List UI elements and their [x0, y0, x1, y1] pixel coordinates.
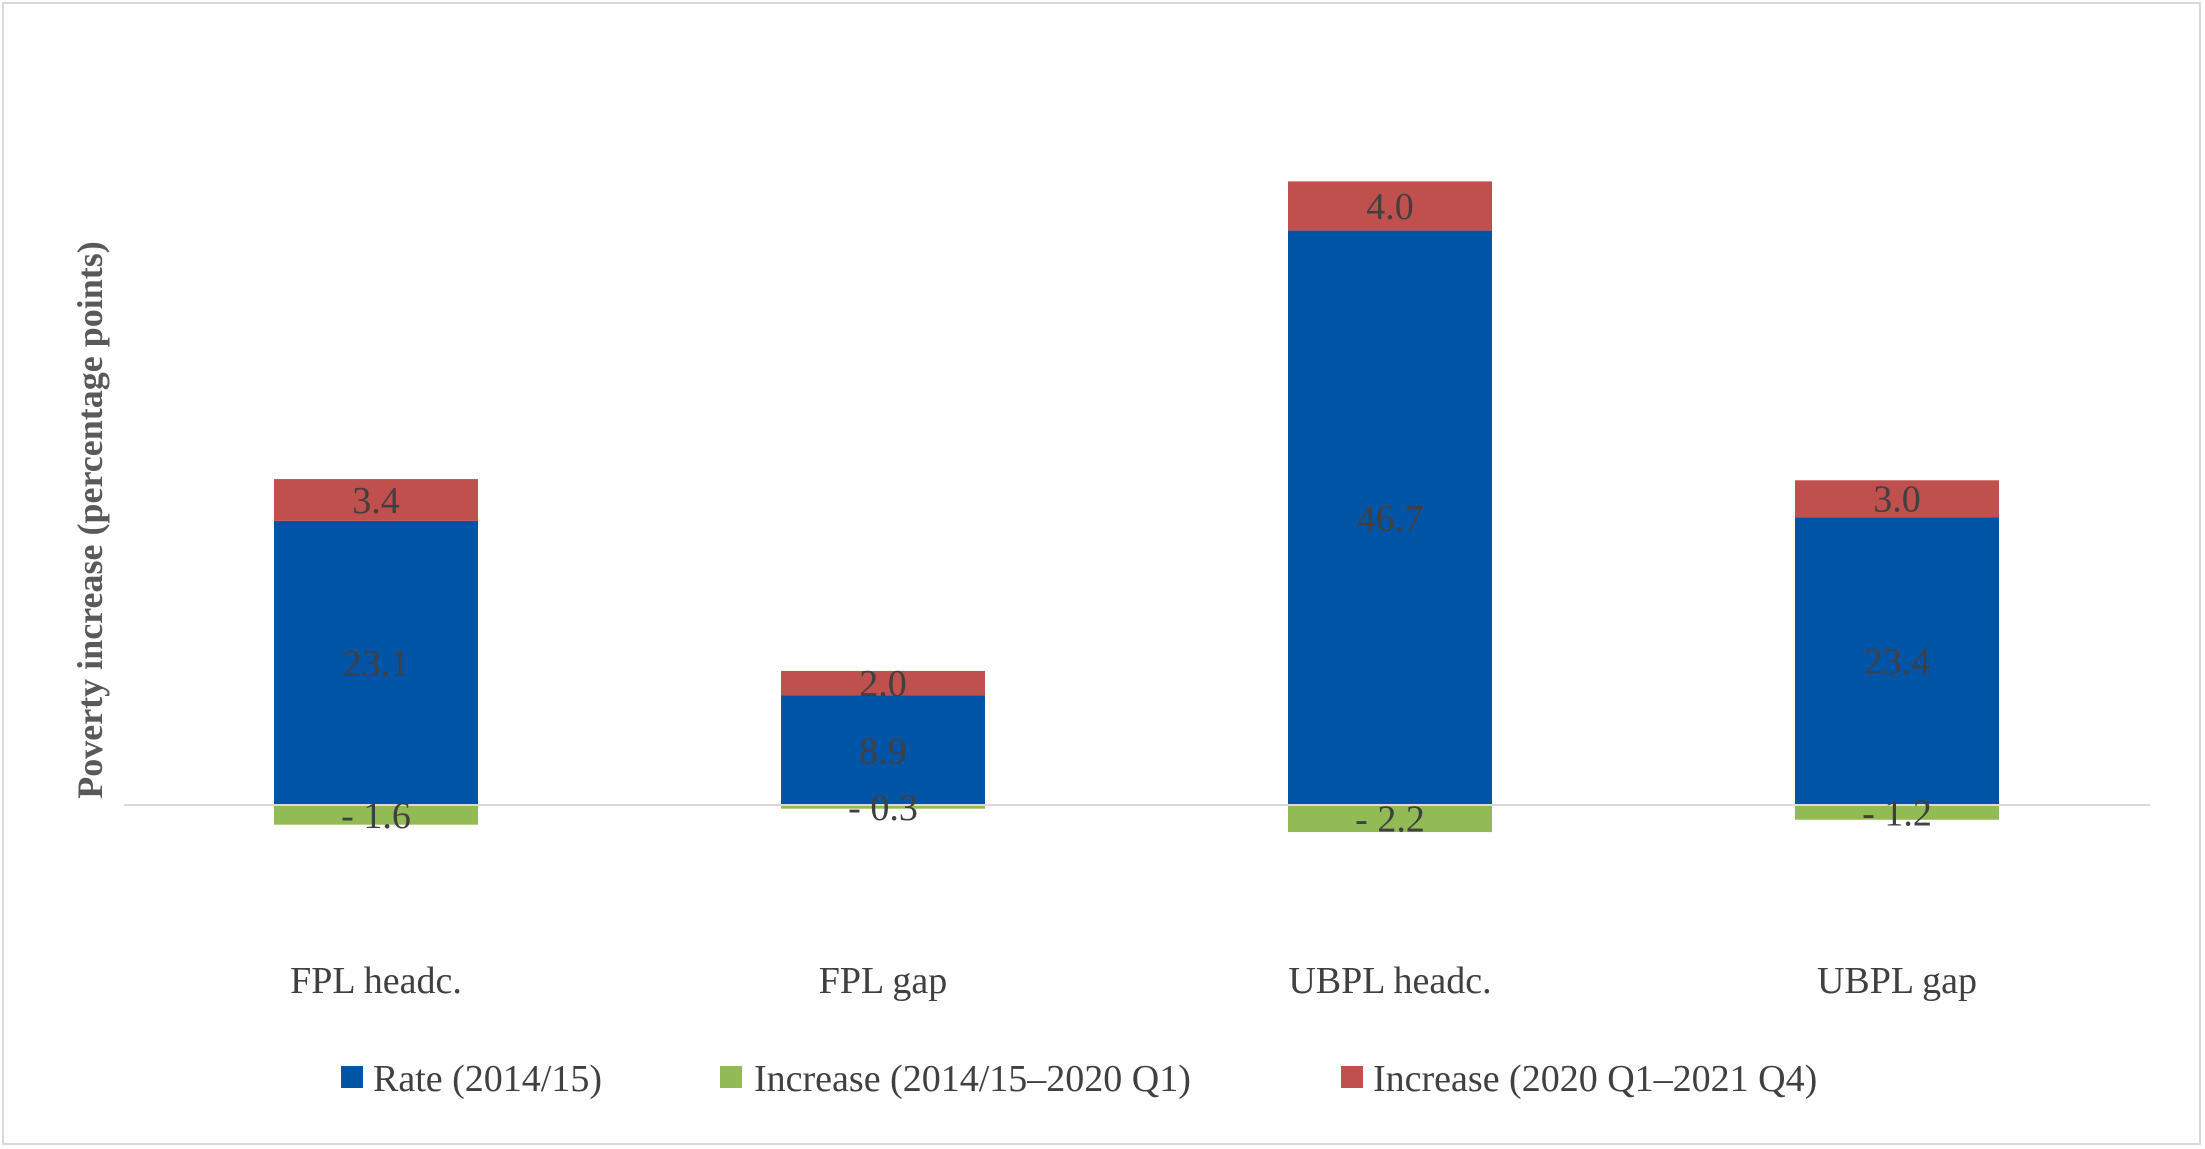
data-label-rate-fpl-gap: 8.9 — [859, 730, 907, 772]
bar-increase-2020-2021-ubpl-gap — [1795, 480, 1999, 518]
x-tick-label-ubpl-headc: UBPL headc. — [1288, 960, 1491, 1002]
data-label-rate-fpl-headc: 23.1 — [343, 643, 410, 685]
data-label-rate-ubpl-headc: 46.7 — [1357, 498, 1424, 540]
y-axis-label: Poverty increase (percentage points) — [70, 241, 110, 799]
legend-label-rate: Rate (2014/15) — [373, 1058, 602, 1100]
bar-increase-2014-2020-ubpl-headc — [1288, 805, 1492, 833]
data-label-increase-2020-2021-ubpl-headc: 4.0 — [1366, 186, 1414, 228]
bar-increase-2020-2021-fpl-headc — [274, 479, 478, 521]
data-label-increase-2014-2020-fpl-headc: - 1.6 — [341, 795, 411, 837]
bar-increase-2020-2021-ubpl-headc — [1288, 181, 1492, 231]
data-label-increase-2014-2020-ubpl-headc: - 2.2 — [1355, 799, 1425, 841]
bar-rate-fpl-gap — [781, 695, 985, 805]
legend: Rate (2014/15) Increase (2014/15–2020 Q1)… — [341, 1058, 1817, 1100]
bar-increase-2014-2020-fpl-headc — [274, 805, 478, 825]
bar-increase-2014-2020-ubpl-gap — [1795, 805, 1999, 820]
category-ticks-group: FPL headc. FPL gap UBPL headc. UBPL gap — [290, 960, 1977, 1002]
data-label-increase-2014-2020-ubpl-gap: - 1.2 — [1862, 792, 1932, 834]
x-tick-label-fpl-headc: FPL headc. — [290, 960, 462, 1002]
bar-increase-2014-2020-fpl-gap — [781, 805, 985, 809]
bar-rate-fpl-headc — [274, 520, 478, 805]
bar-increase-2020-2021-fpl-gap — [781, 670, 985, 696]
data-label-increase-2014-2020-fpl-gap: - 0.3 — [848, 787, 918, 829]
bar-rate-ubpl-headc — [1288, 230, 1492, 806]
x-tick-label-fpl-gap: FPL gap — [819, 960, 947, 1002]
legend-swatch-increase-2014-2020 — [720, 1066, 742, 1088]
bar-rate-ubpl-gap — [1795, 517, 1999, 805]
legend-label-increase-2014-2020: Increase (2014/15–2020 Q1) — [754, 1058, 1191, 1100]
data-label-increase-2020-2021-fpl-headc: 3.4 — [352, 480, 400, 522]
x-tick-label-ubpl-gap: UBPL gap — [1817, 960, 1977, 1002]
data-labels-group: 23.1 3.4 - 1.6 8.9 2.0 - 0.3 46.7 4.0 - 2.2 23.4 3… — [341, 186, 1932, 841]
bars-group — [274, 181, 1999, 833]
legend-swatch-increase-2020-2021 — [1341, 1066, 1363, 1088]
legend-label-increase-2020-2021: Increase (2020 Q1–2021 Q4) — [1373, 1058, 1817, 1100]
data-label-increase-2020-2021-fpl-gap: 2.0 — [859, 663, 907, 705]
data-label-increase-2020-2021-ubpl-gap: 3.0 — [1873, 479, 1921, 521]
data-label-rate-ubpl-gap: 23.4 — [1864, 641, 1931, 683]
legend-swatch-rate — [341, 1066, 363, 1088]
